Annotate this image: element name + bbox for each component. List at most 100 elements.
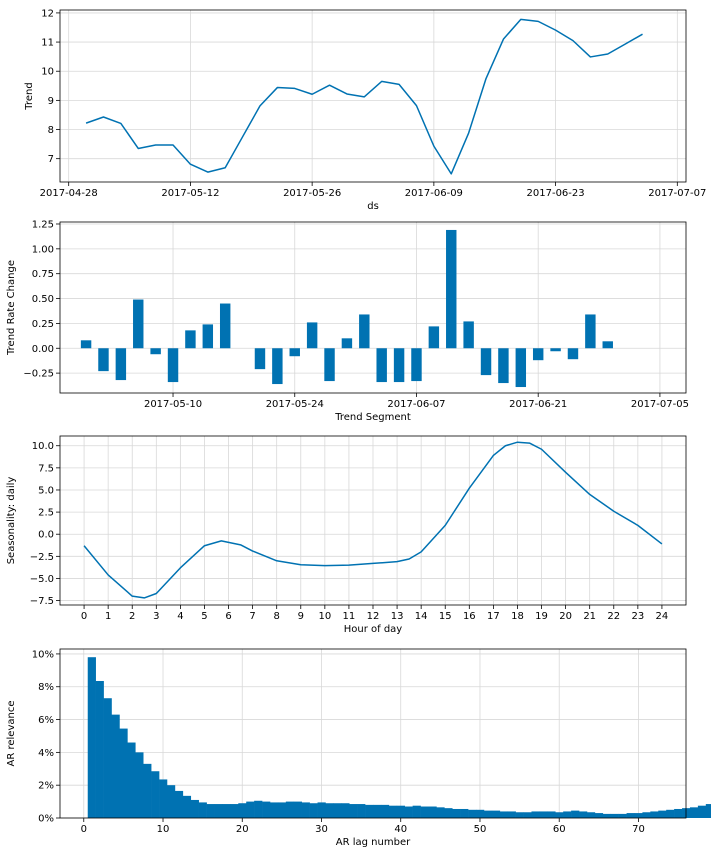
- trend-rate-change-panel: 2017-05-10 2017-05-24 2017-06-07 2017-06-21…: [6, 219, 689, 423]
- x-tick-label: 70: [632, 824, 645, 835]
- bar: [476, 809, 485, 818]
- bar: [143, 763, 152, 818]
- x-tick-label: 2017-07-05: [631, 399, 689, 410]
- bar: [301, 802, 310, 818]
- ar-relevance-panel: 0 10 20 30 40 50 60 70 0% 2% 4% 6% 8% 10% AR lag numbe…: [6, 648, 711, 848]
- bar: [111, 714, 120, 818]
- bar: [98, 348, 109, 372]
- bar: [238, 803, 247, 818]
- bar: [133, 299, 144, 349]
- x-tick-label: 14: [415, 611, 428, 622]
- bar: [365, 804, 374, 818]
- y-tick-label: −5.0: [30, 574, 54, 585]
- y-axis-label: Seasonality: daily: [6, 477, 17, 565]
- y-tick-label: 6%: [38, 715, 54, 726]
- bar: [115, 348, 127, 381]
- x-tick-label: 23: [631, 611, 644, 622]
- bar: [531, 811, 540, 818]
- x-tick-label: 19: [535, 611, 548, 622]
- y-tick-label: 11: [41, 38, 54, 49]
- x-tick-label: 9: [298, 611, 304, 622]
- bar: [317, 802, 326, 818]
- bar: [359, 314, 370, 349]
- bar: [214, 804, 223, 818]
- x-tick-label: 8: [274, 611, 280, 622]
- series-line: [85, 18, 643, 175]
- bar: [539, 811, 548, 818]
- bar: [277, 802, 287, 818]
- bar: [491, 810, 501, 818]
- bar: [579, 811, 588, 818]
- bar: [349, 804, 358, 818]
- x-tick-label: 2017-06-23: [527, 188, 585, 199]
- x-tick-label: 40: [394, 824, 407, 835]
- x-tick-label: 30: [315, 824, 328, 835]
- bar: [618, 813, 627, 818]
- bar: [167, 348, 179, 383]
- bar: [515, 812, 524, 818]
- bar: [206, 804, 215, 818]
- y-tick-label: 7: [48, 154, 54, 165]
- bar: [666, 809, 675, 818]
- bar: [483, 810, 493, 818]
- bar: [325, 803, 334, 818]
- bar: [357, 804, 366, 818]
- bar: [499, 811, 509, 818]
- bar: [324, 348, 335, 382]
- bar: [393, 348, 405, 383]
- x-tick-label: 2017-07-07: [648, 188, 706, 199]
- bar: [428, 326, 440, 349]
- bar: [610, 813, 619, 818]
- bar: [550, 348, 561, 352]
- y-tick-label: 0.75: [32, 269, 54, 280]
- y-tick-label: 8: [48, 125, 54, 136]
- y-tick-label: 10: [41, 67, 54, 78]
- plot-frame: [59, 221, 687, 394]
- y-axis-label: Trend Rate Change: [6, 260, 17, 356]
- bar: [428, 806, 437, 818]
- y-tick-label: 0.25: [32, 319, 54, 330]
- bar: [396, 805, 405, 818]
- x-tick-label: 10: [318, 611, 331, 622]
- bar: [555, 812, 564, 818]
- x-tick-label: 15: [439, 611, 452, 622]
- bar: [182, 795, 192, 818]
- bar: [697, 805, 707, 818]
- plot-frame: [59, 435, 687, 606]
- bar: [341, 803, 350, 818]
- x-tick-label: 60: [553, 824, 566, 835]
- x-axis-label: ds: [367, 201, 379, 212]
- x-tick-label: 22: [607, 611, 620, 622]
- bar: [444, 808, 453, 818]
- bar: [151, 771, 160, 818]
- y-tick-label: 2.5: [38, 508, 54, 519]
- bar: [341, 338, 353, 349]
- x-tick-label: 2017-05-10: [144, 399, 202, 410]
- plot-frame: [59, 9, 687, 183]
- bar: [515, 348, 527, 388]
- bar: [254, 800, 263, 818]
- bar: [87, 657, 96, 818]
- x-tick-label: 2017-05-26: [283, 188, 341, 199]
- x-tick-label: 2017-06-07: [387, 399, 445, 410]
- bar: [642, 812, 651, 818]
- bar: [246, 801, 255, 818]
- bar: [507, 811, 516, 818]
- bar: [272, 348, 283, 385]
- bar: [80, 340, 92, 349]
- bar: [254, 348, 266, 370]
- y-tick-label: −7.5: [30, 596, 54, 607]
- bar: [567, 348, 579, 360]
- y-tick-label: 2%: [38, 781, 54, 792]
- x-tick-label: 2017-04-28: [40, 188, 98, 199]
- x-tick-label: 10: [157, 824, 170, 835]
- y-tick-label: −2.5: [30, 552, 54, 563]
- bar: [658, 810, 667, 818]
- y-tick-label: 4%: [38, 748, 54, 759]
- bar: [95, 680, 104, 818]
- bar: [626, 813, 635, 818]
- bar: [420, 806, 429, 818]
- bar: [119, 728, 128, 818]
- bar: [285, 801, 295, 818]
- bar: [166, 785, 176, 818]
